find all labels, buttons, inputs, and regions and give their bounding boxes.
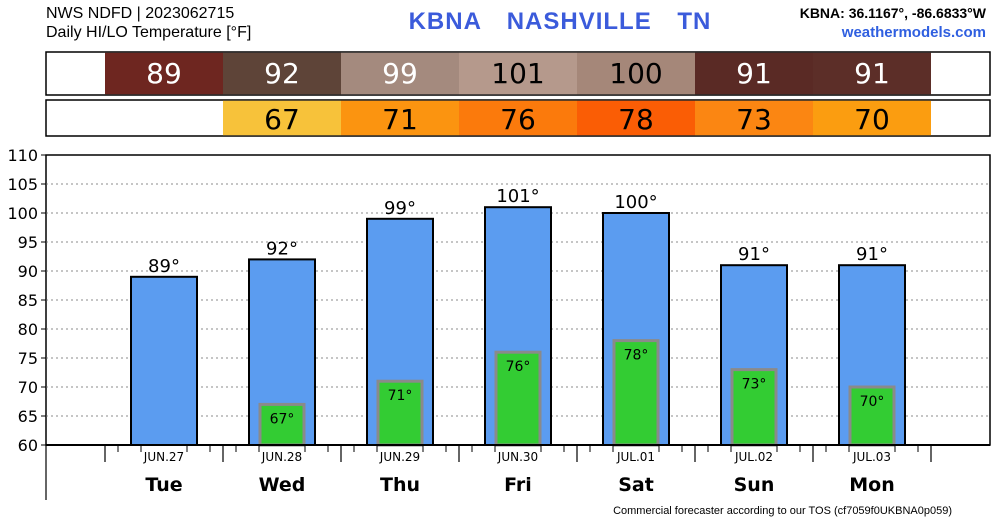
- footer-note: Commercial forecaster according to our T…: [613, 505, 952, 517]
- lo-strip-cell: [577, 100, 695, 136]
- y-tick-label: 65: [18, 407, 38, 426]
- header-left: NWS NDFD | 2023062715 Daily HI/LO Temper…: [46, 4, 251, 42]
- date-label: JUN.30: [497, 450, 538, 464]
- lo-bar: [730, 368, 778, 447]
- hi-strip-value: 91: [854, 57, 890, 90]
- lo-strip-cell: [341, 100, 459, 136]
- lo-strip-cell: [695, 100, 813, 136]
- product-label: NWS NDFD | 2023062715: [46, 5, 235, 22]
- y-tick-label: 75: [18, 349, 38, 368]
- hi-strip-cell: [105, 52, 223, 95]
- lo-bar: [258, 402, 306, 447]
- lo-bar-label: 73°: [742, 377, 767, 393]
- y-tick-label: 90: [18, 262, 38, 281]
- day-label: Sat: [618, 474, 654, 496]
- station-state: TN: [677, 8, 712, 35]
- hi-bar-label: 100°: [614, 192, 657, 213]
- station-id: KBNA: [408, 8, 482, 35]
- hi-bar-label: 92°: [266, 238, 298, 259]
- y-tick-label: 110: [7, 146, 38, 165]
- lo-strip-cell: [813, 100, 931, 136]
- station-title: KBNA NASHVILLE TN: [360, 8, 760, 36]
- lo-bar-label: 76°: [506, 359, 531, 375]
- hi-strip-value: 92: [264, 57, 300, 90]
- date-label: JUN.29: [379, 450, 420, 464]
- hi-strip-value: 100: [609, 57, 662, 90]
- lo-bar-label: 67°: [270, 411, 295, 427]
- y-tick-label: 80: [18, 320, 38, 339]
- lo-bar-label: 78°: [624, 348, 649, 364]
- temperature-strips: 89 92 99 101 100 91 91 67 71 76 78 73 70: [45, 51, 991, 137]
- y-tick-label: 70: [18, 378, 38, 397]
- day-label: Thu: [380, 474, 420, 496]
- hi-bar: [130, 275, 198, 446]
- date-label: JUL.02: [734, 450, 773, 464]
- hi-strip-cell: [813, 52, 931, 95]
- day-label: Tue: [145, 474, 182, 496]
- hi-strip-value: 101: [491, 57, 544, 90]
- lo-strip-value: 78: [618, 103, 654, 136]
- hi-bar-label: 89°: [148, 256, 180, 277]
- station-city: NASHVILLE: [506, 8, 652, 35]
- hi-strip-value: 91: [736, 57, 772, 90]
- date-label: JUN.28: [261, 450, 302, 464]
- lo-strip-cell: [223, 100, 341, 136]
- plot-area: 60 65 70 75 80 85 90 95 100 105 110 89° 92° 67° 99° 71°…: [7, 146, 991, 500]
- site-link[interactable]: weathermodels.com: [841, 24, 986, 41]
- station-coords: KBNA: 36.1167°, -86.6833°W: [799, 5, 986, 21]
- lo-bar-label: 70°: [860, 394, 885, 410]
- date-label: JUN.27: [143, 450, 184, 464]
- date-label: JUL.03: [852, 450, 891, 464]
- hi-strip-cell: [459, 52, 577, 95]
- header-right: KBNA: 36.1167°, -86.6833°W weathermodels…: [800, 4, 986, 42]
- lo-bar: [494, 350, 542, 447]
- y-tick-label: 105: [7, 175, 38, 194]
- y-tick-label: 85: [18, 291, 38, 310]
- hi-strip-cell: [695, 52, 813, 95]
- day-label: Sun: [734, 474, 775, 496]
- hi-strip-cell: [577, 52, 695, 95]
- hi-strip-cell: [341, 52, 459, 95]
- lo-strip-value: 73: [736, 103, 772, 136]
- hi-strip-value: 89: [146, 57, 182, 90]
- day-label: Wed: [259, 474, 306, 496]
- lo-strip-value: 70: [854, 103, 890, 136]
- lo-strip-cell: [459, 100, 577, 136]
- chart-subtitle: Daily HI/LO Temperature [°F]: [46, 24, 252, 41]
- y-tick-label: 100: [7, 204, 38, 223]
- hi-bar-label: 91°: [856, 244, 888, 265]
- day-label: Mon: [849, 474, 895, 496]
- hi-bar-label: 91°: [738, 244, 770, 265]
- day-label: Fri: [504, 474, 532, 496]
- lo-bar-label: 71°: [388, 388, 413, 404]
- hi-strip-value: 99: [382, 57, 418, 90]
- lo-bar: [376, 379, 424, 447]
- y-tick-label: 60: [18, 436, 38, 455]
- date-label: JUL.01: [616, 450, 655, 464]
- hi-bar-label: 101°: [496, 186, 539, 207]
- lo-strip-value: 67: [264, 103, 300, 136]
- lo-strip-value: 76: [500, 103, 536, 136]
- lo-strip-value: 71: [382, 103, 418, 136]
- y-tick-label: 95: [18, 233, 38, 252]
- hi-strip-cell: [223, 52, 341, 95]
- hi-bar-label: 99°: [384, 198, 416, 219]
